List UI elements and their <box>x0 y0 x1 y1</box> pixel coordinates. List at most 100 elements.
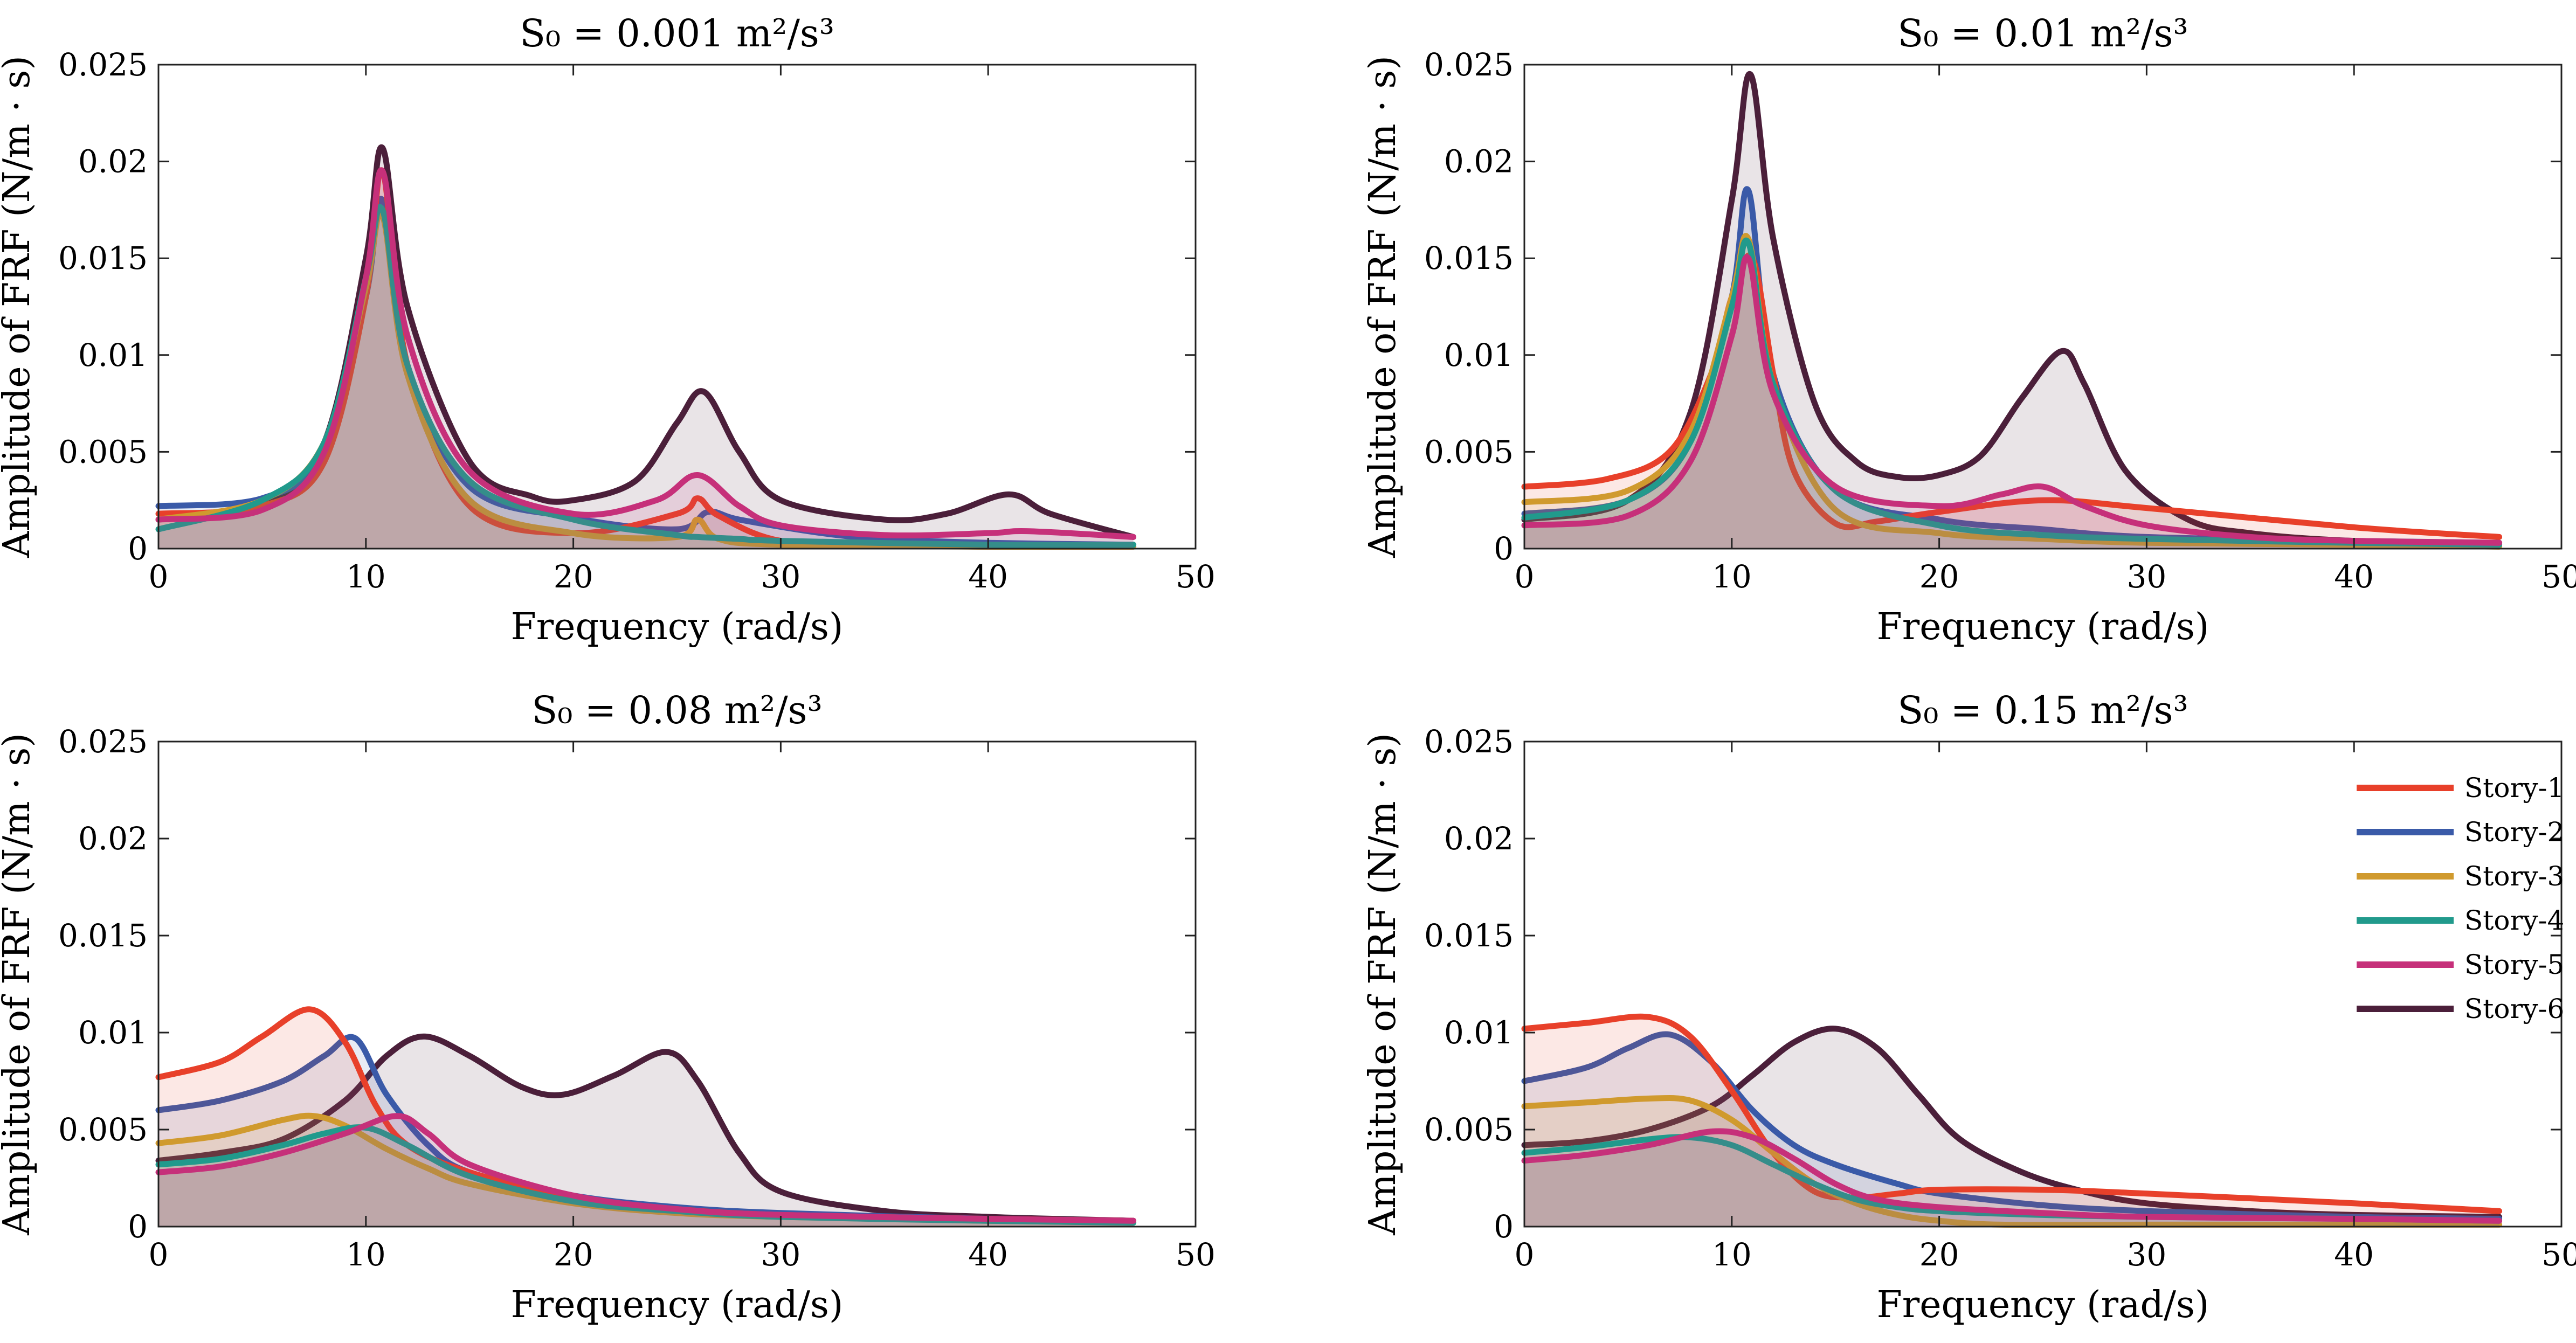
x-tick-label: 30 <box>2126 1236 2166 1273</box>
y-tick-label: 0.01 <box>78 1014 148 1051</box>
x-tick-label: 40 <box>968 558 1008 595</box>
chart-panel-1: S₀ = 0.001 m²/s³ 0 10 20 30 40 50 0 0.005 0.01 0.0… <box>0 11 1216 648</box>
series-line-story-1 <box>1521 252 2503 540</box>
x-tick-label: 20 <box>1919 558 1959 595</box>
chart-panel-4: S₀ = 0.15 m²/s³ 0 10 20 30 40 50 0 0.005 0.01 0.01… <box>1362 688 2576 1326</box>
series-line-story-6 <box>1521 71 2503 546</box>
x-tick-label: 50 <box>1176 558 1216 595</box>
y-tick-label: 0.01 <box>1444 1014 1514 1051</box>
area-story-2 <box>158 1037 1134 1227</box>
x-tick-label: 20 <box>1919 1236 1959 1273</box>
area-story-6 <box>1524 74 2499 549</box>
y-tick-label: 0.02 <box>1444 820 1514 857</box>
series-line-story-2 <box>1521 1031 2503 1222</box>
y-tick-label: 0.015 <box>58 917 148 954</box>
series-line-story-6 <box>155 1033 1137 1224</box>
series-line-story-6 <box>1521 1026 2503 1220</box>
y-tick-label: 0.005 <box>1424 1111 1514 1148</box>
area-story-2 <box>158 199 1134 549</box>
area-story-5 <box>158 1116 1134 1227</box>
chart-panel-2: S₀ = 0.01 m²/s³ 0 10 20 30 40 50 0 0.005 0.01 0.01… <box>1362 11 2576 648</box>
axes-box <box>157 740 1197 1228</box>
y-tick-label: 0 <box>128 530 148 567</box>
chart-title: S₀ = 0.001 m²/s³ <box>520 11 834 56</box>
x-axis-label: Frequency (rad/s) <box>511 1284 844 1326</box>
x-tick-label: 30 <box>761 558 800 595</box>
legend-label-story-3: Story-3 <box>2464 861 2564 892</box>
x-tick-label: 20 <box>554 558 593 595</box>
x-tick-label: 40 <box>2334 1236 2374 1273</box>
area-story-6 <box>1524 1028 2499 1227</box>
legend-label-story-5: Story-5 <box>2464 949 2564 980</box>
x-tick-label: 10 <box>1712 1236 1752 1273</box>
series-line-story-3 <box>1521 233 2503 550</box>
area-story-4 <box>1524 1137 2499 1227</box>
x-tick-label: 30 <box>761 1236 800 1273</box>
axes-box <box>1523 64 2563 550</box>
x-tick-label: 0 <box>149 558 169 595</box>
area-story-5 <box>158 170 1134 549</box>
area-story-2 <box>1524 1034 2499 1227</box>
x-axis-label: Frequency (rad/s) <box>511 606 844 648</box>
y-tick-label: 0 <box>1494 1208 1514 1245</box>
y-tick-label: 0.02 <box>1444 143 1514 180</box>
y-axis-label: Amplitude of FRF (N/m · s) <box>0 733 38 1236</box>
area-story-5 <box>1524 1131 2499 1227</box>
y-tick-label: 0.015 <box>1424 917 1514 954</box>
y-axis-label: Amplitude of FRF (N/m · s) <box>1362 733 1404 1236</box>
area-story-1 <box>1524 1016 2499 1227</box>
area-story-2 <box>1524 189 2499 549</box>
area-story-3 <box>1524 236 2499 549</box>
area-story-3 <box>158 213 1134 549</box>
x-axis-label: Frequency (rad/s) <box>1877 606 2209 648</box>
y-tick-label: 0.01 <box>78 337 148 373</box>
y-tick-label: 0.025 <box>58 723 148 760</box>
area-story-3 <box>158 1116 1134 1227</box>
x-tick-label: 0 <box>1515 558 1535 595</box>
x-tick-label: 10 <box>346 558 386 595</box>
x-tick-label: 50 <box>1176 1236 1216 1273</box>
legend-label-story-4: Story-4 <box>2464 905 2564 936</box>
area-story-5 <box>1524 257 2499 549</box>
axes-box <box>1523 740 2563 1228</box>
legend: Story-1 Story-2 Story-3 Story-4 Story-5 Story… <box>2357 772 2564 1024</box>
series-line-story-5 <box>155 167 1137 540</box>
area-story-6 <box>158 147 1134 549</box>
y-tick-label: 0.025 <box>1424 723 1514 760</box>
chart-title: S₀ = 0.15 m²/s³ <box>1897 688 2188 732</box>
y-axis-label: Amplitude of FRF (N/m · s) <box>1362 56 1404 558</box>
y-tick-label: 0.015 <box>58 240 148 276</box>
x-tick-label: 10 <box>1712 558 1752 595</box>
y-tick-label: 0.025 <box>58 46 148 83</box>
x-tick-label: 0 <box>149 1236 169 1273</box>
legend-label-story-6: Story-6 <box>2464 993 2564 1024</box>
y-tick-label: 0 <box>1494 530 1514 567</box>
axes-box <box>157 64 1197 550</box>
area-story-1 <box>1524 255 2499 549</box>
chart-panel-3: S₀ = 0.08 m²/s³ 0 10 20 30 40 50 0 0.005 0.01 0.01… <box>0 688 1216 1326</box>
x-tick-label: 50 <box>2542 1236 2576 1273</box>
series-line-story-5 <box>1521 1128 2503 1224</box>
chart-title: S₀ = 0.01 m²/s³ <box>1897 11 2188 56</box>
chart-title: S₀ = 0.08 m²/s³ <box>531 688 822 732</box>
series-line-story-5 <box>155 1113 1137 1224</box>
series-line-story-5 <box>1521 254 2503 546</box>
y-tick-label: 0.02 <box>78 143 148 180</box>
x-axis-label: Frequency (rad/s) <box>1877 1284 2209 1326</box>
y-tick-label: 0.015 <box>1424 240 1514 276</box>
y-axis-label: Amplitude of FRF (N/m · s) <box>0 56 38 558</box>
legend-label-story-1: Story-1 <box>2464 772 2564 804</box>
y-tick-label: 0.005 <box>58 1111 148 1148</box>
area-story-4 <box>1524 240 2499 549</box>
area-story-4 <box>158 1127 1134 1227</box>
y-tick-label: 0.02 <box>78 820 148 857</box>
y-tick-label: 0.01 <box>1444 337 1514 373</box>
y-tick-label: 0.005 <box>1424 433 1514 470</box>
x-tick-label: 10 <box>346 1236 386 1273</box>
x-tick-label: 0 <box>1515 1236 1535 1273</box>
x-tick-label: 20 <box>554 1236 593 1273</box>
y-tick-label: 0.005 <box>58 433 148 470</box>
area-story-1 <box>158 170 1134 549</box>
legend-label-story-2: Story-2 <box>2464 816 2564 848</box>
